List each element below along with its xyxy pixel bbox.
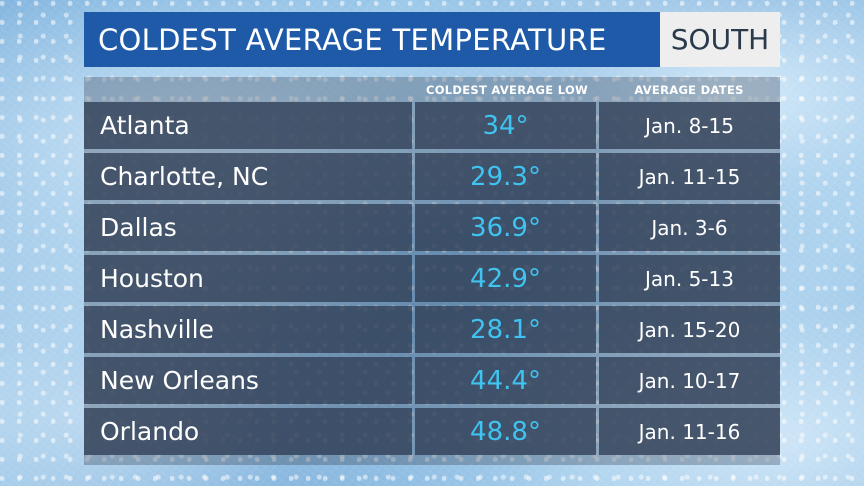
dates-value: Jan. 3-6 bbox=[651, 215, 728, 240]
dates-value: Jan. 10-17 bbox=[638, 368, 741, 393]
city-cell: Orlando bbox=[84, 408, 412, 455]
city-cell: Charlotte, NC bbox=[84, 153, 412, 200]
city-cell: Dallas bbox=[84, 204, 412, 251]
city-name: Orlando bbox=[100, 417, 200, 446]
city-cell: Houston bbox=[84, 255, 412, 302]
low-cell: 42.9° bbox=[415, 255, 596, 302]
table-header: COLDEST AVERAGE LOW AVERAGE DATES bbox=[84, 77, 780, 101]
low-cell: 34° bbox=[415, 102, 596, 149]
low-cell: 28.1° bbox=[415, 306, 596, 353]
low-value: 44.4° bbox=[470, 365, 541, 396]
city-name: Nashville bbox=[100, 315, 214, 344]
region-label: SOUTH bbox=[670, 23, 770, 56]
city-name: Charlotte, NC bbox=[100, 162, 269, 191]
dates-value: Jan. 11-15 bbox=[638, 164, 741, 189]
table-row: Orlando 48.8° Jan. 11-16 bbox=[84, 408, 780, 455]
temperature-table: COLDEST AVERAGE LOW AVERAGE DATES Atlant… bbox=[84, 77, 780, 465]
low-cell: 36.9° bbox=[415, 204, 596, 251]
dates-cell: Jan. 11-16 bbox=[599, 408, 780, 455]
dates-cell: Jan. 5-13 bbox=[599, 255, 780, 302]
low-value: 42.9° bbox=[470, 263, 541, 294]
dates-value: Jan. 8-15 bbox=[645, 113, 734, 138]
low-cell: 44.4° bbox=[415, 357, 596, 404]
table-row: Houston 42.9° Jan. 5-13 bbox=[84, 255, 780, 302]
dates-cell: Jan. 10-17 bbox=[599, 357, 780, 404]
low-value: 48.8° bbox=[470, 416, 541, 447]
low-cell: 48.8° bbox=[415, 408, 596, 455]
header-coldest-low: COLDEST AVERAGE LOW bbox=[425, 83, 589, 97]
city-name: Atlanta bbox=[100, 111, 190, 140]
header-average-dates: AVERAGE DATES bbox=[634, 83, 744, 97]
region-badge: SOUTH bbox=[660, 12, 780, 67]
dates-value: Jan. 11-16 bbox=[638, 419, 741, 444]
dates-value: Jan. 15-20 bbox=[638, 317, 741, 342]
low-value: 28.1° bbox=[470, 314, 541, 345]
dates-value: Jan. 5-13 bbox=[645, 266, 734, 291]
city-cell: Nashville bbox=[84, 306, 412, 353]
city-cell: Atlanta bbox=[84, 102, 412, 149]
dates-cell: Jan. 3-6 bbox=[599, 204, 780, 251]
table-row: Dallas 36.9° Jan. 3-6 bbox=[84, 204, 780, 251]
title-bar: COLDEST AVERAGE TEMPERATURE bbox=[84, 12, 660, 67]
table-row: Charlotte, NC 29.3° Jan. 11-15 bbox=[84, 153, 780, 200]
dates-cell: Jan. 11-15 bbox=[599, 153, 780, 200]
table-row: Atlanta 34° Jan. 8-15 bbox=[84, 102, 780, 149]
low-value: 36.9° bbox=[470, 212, 541, 243]
low-value: 29.3° bbox=[470, 161, 541, 192]
city-name: New Orleans bbox=[100, 366, 259, 395]
city-name: Dallas bbox=[100, 213, 177, 242]
table-row: New Orleans 44.4° Jan. 10-17 bbox=[84, 357, 780, 404]
low-value: 34° bbox=[482, 110, 529, 141]
dates-cell: Jan. 15-20 bbox=[599, 306, 780, 353]
table-row: Nashville 28.1° Jan. 15-20 bbox=[84, 306, 780, 353]
city-name: Houston bbox=[100, 264, 204, 293]
dates-cell: Jan. 8-15 bbox=[599, 102, 780, 149]
low-cell: 29.3° bbox=[415, 153, 596, 200]
page-title: COLDEST AVERAGE TEMPERATURE bbox=[98, 22, 607, 57]
city-cell: New Orleans bbox=[84, 357, 412, 404]
